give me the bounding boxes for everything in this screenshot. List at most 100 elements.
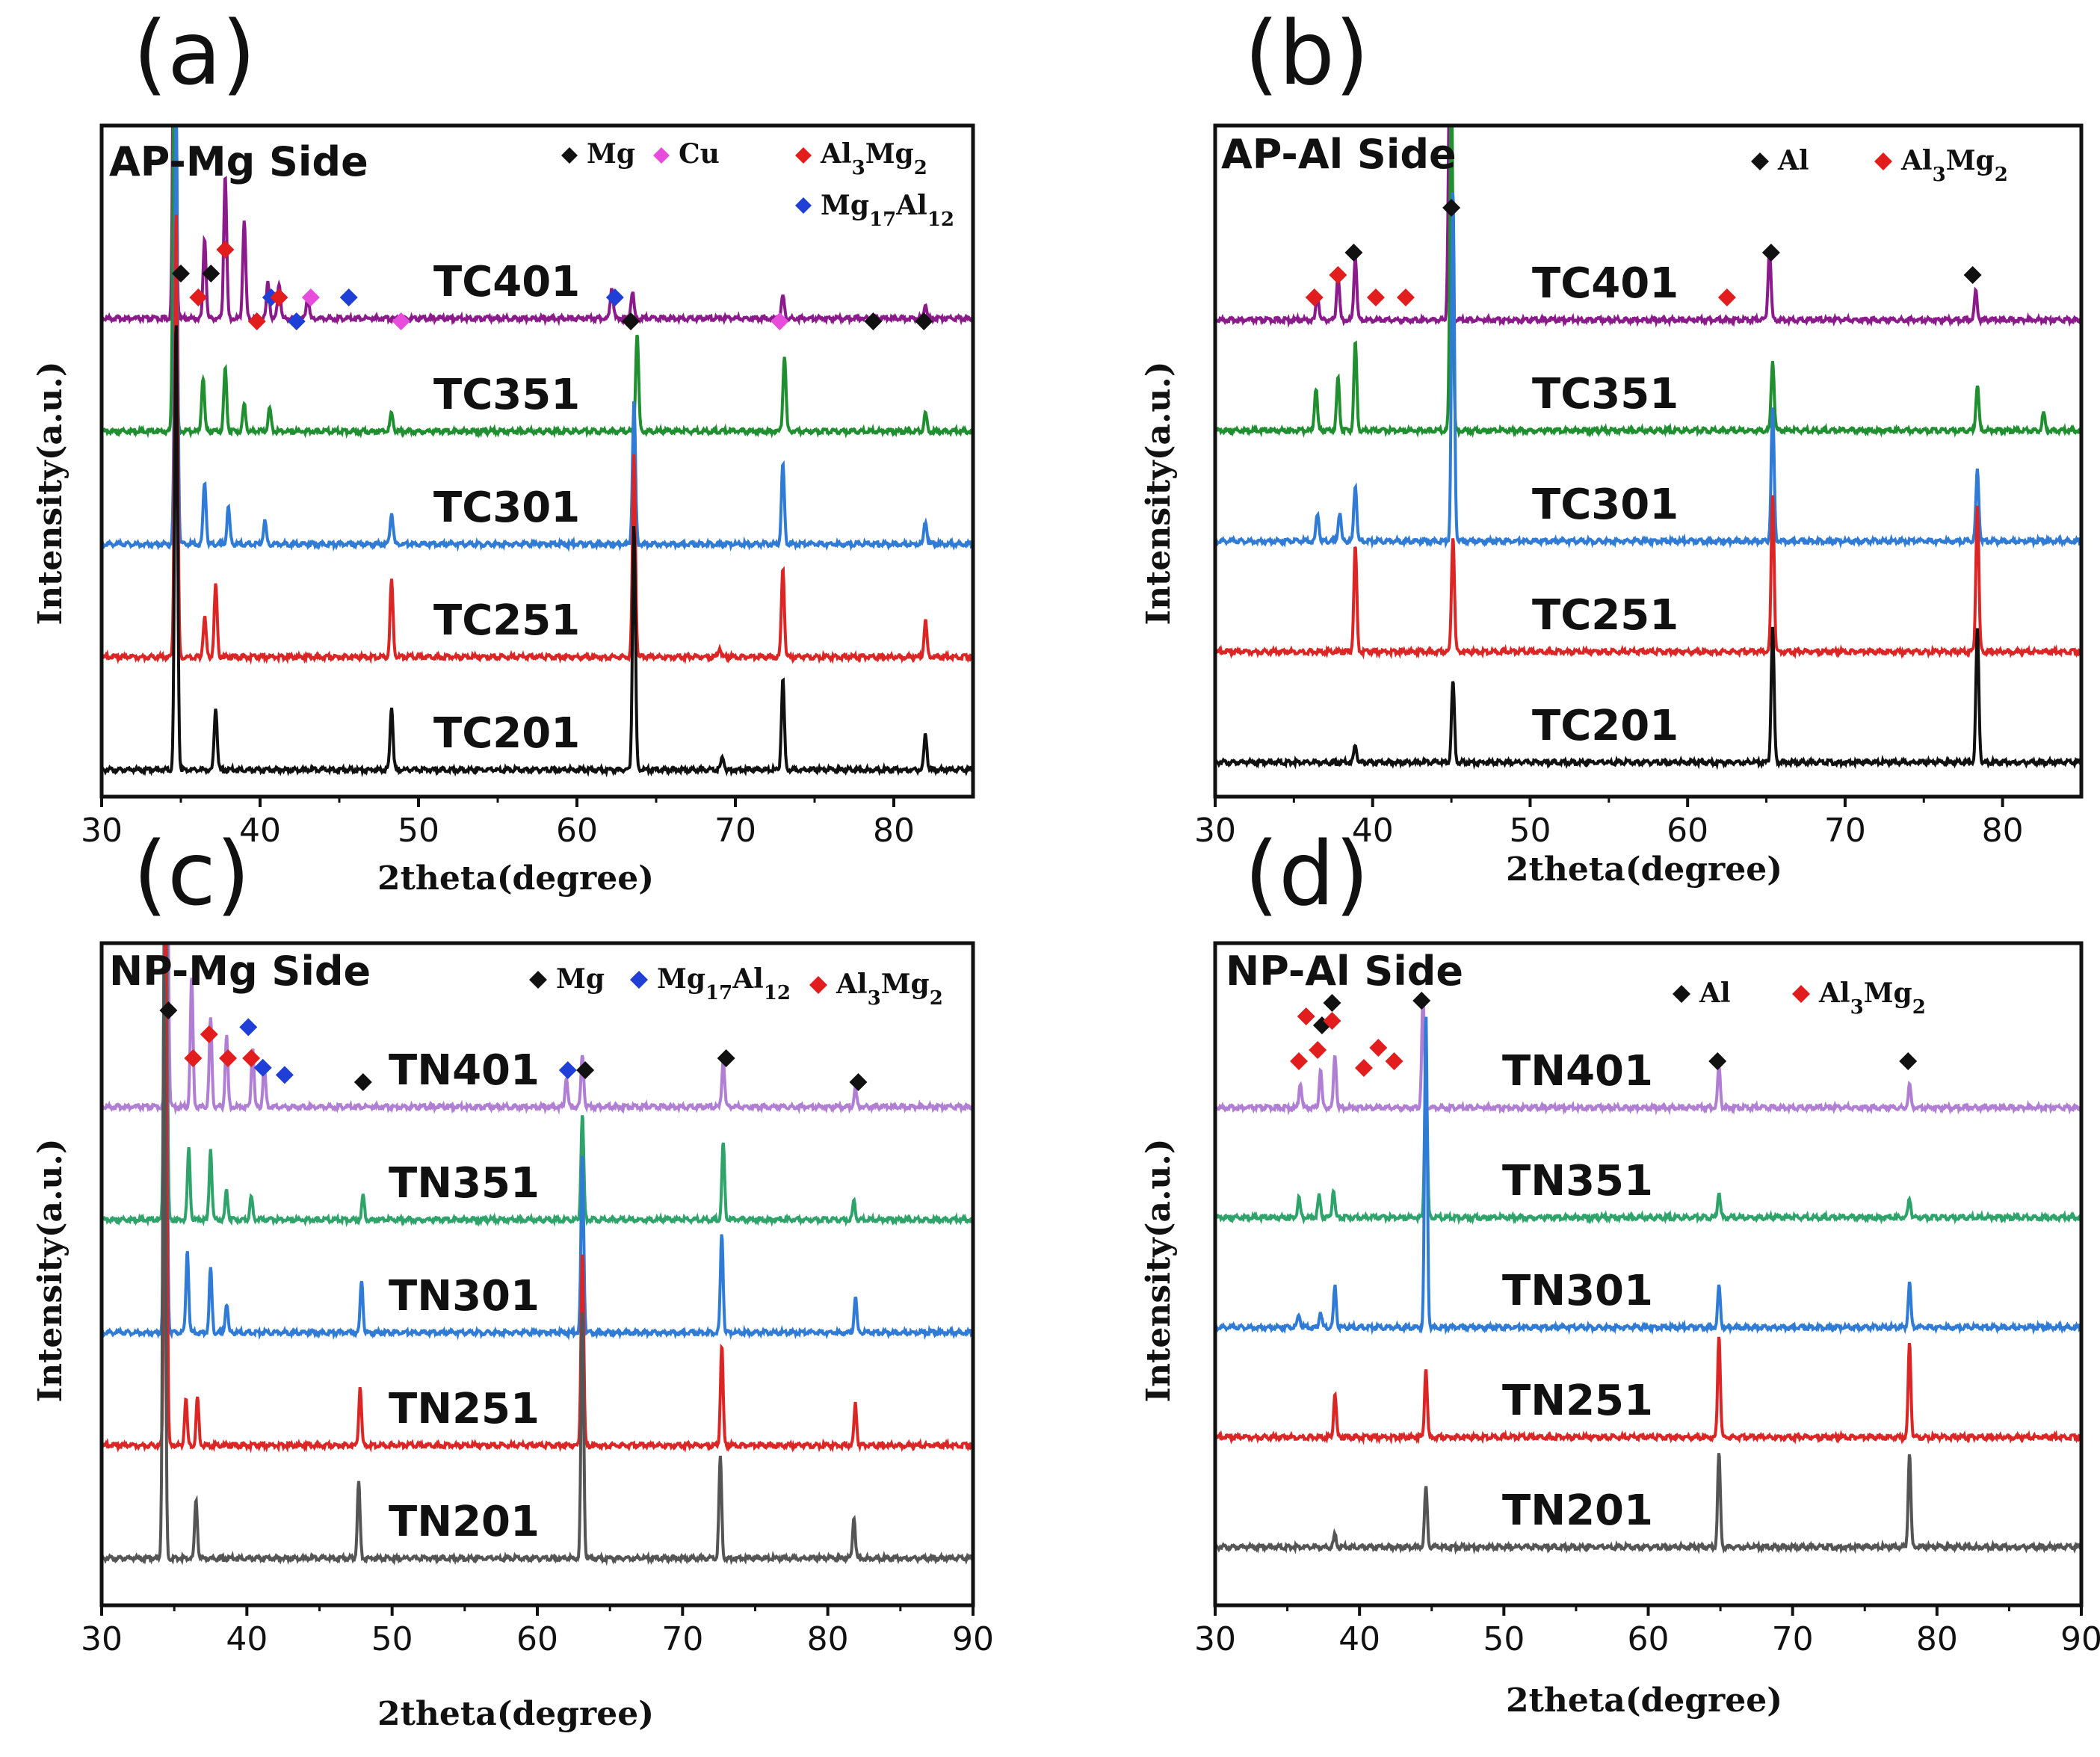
series-line-TC301 [102,126,973,552]
phase-marker-Mg [864,312,883,330]
x-tick-label: 60 [1628,1620,1670,1658]
legend-marker [630,971,648,989]
phase-marker-Mg17Al12 [605,288,624,306]
x-tick-label: 30 [1194,1620,1236,1658]
x-axis-label: 2theta(degree) [377,859,654,898]
phase-marker-Mg [717,1049,735,1067]
y-axis-label: Intensity(a.u.) [31,1138,70,1402]
series-label-TC401: TC401 [1532,259,1679,308]
phase-marker-Mg [622,312,640,330]
phase-marker-Al3Mg2 [1323,1012,1341,1030]
series-line-TC251 [1215,495,2081,660]
series-label-TC351: TC351 [433,371,580,419]
plot-frame [1213,123,2084,799]
series-label-TC201: TC201 [1532,702,1679,750]
x-tick-label: 50 [398,812,439,850]
series-label-TC251: TC251 [433,596,580,645]
phase-marker-Mg [353,1073,372,1091]
x-tick-label: 80 [1982,812,2024,850]
series-label-TN401: TN401 [1502,1047,1653,1096]
phase-marker-Al3Mg2 [1366,288,1385,306]
x-tick-label: 30 [81,812,123,850]
phase-marker-Mg17Al12 [339,288,358,306]
series-label-TN351: TN351 [389,1159,540,1208]
x-tick-label: 80 [873,812,915,850]
series-label-TN201: TN201 [1502,1486,1653,1535]
series-group [1215,126,2081,771]
phase-marker-Mg17Al12 [558,1061,577,1079]
plot-frame [99,123,975,799]
phase-marker-Al3Mg2 [1717,288,1736,306]
series-line-TC301 [1215,191,2081,549]
legend-label: Al3Mg2 [1900,145,2008,186]
legend: Al Al3Mg2 [1673,978,1926,1019]
x-axis-label: 2theta(degree) [1506,850,1782,889]
series-group [1215,995,2081,1555]
series-group [102,943,973,1566]
phase-marker-Al3Mg2 [1329,266,1347,284]
phase-marker-Mg [159,1001,178,1019]
phase-marker-Al [1344,244,1363,262]
phase-marker-Mg [576,1061,595,1079]
x-tick-label: 90 [952,1620,994,1658]
series-label-TN351: TN351 [1502,1157,1653,1205]
legend-label: Al [1777,145,1809,176]
legend-label: Cu [679,138,720,170]
legend-marker [529,971,547,989]
phase-marker-Al3Mg2 [219,1049,238,1067]
legend-marker [1874,152,1892,170]
phase-marker-Cu [301,288,320,306]
x-tick-label: 80 [1916,1620,1958,1658]
legend-marker [795,147,812,164]
phase-marker-Al [1761,244,1780,262]
x-tick-label: 80 [807,1620,849,1658]
panel-label: (c) [133,822,250,925]
panel-c: (c) TN401 TN351 TN301 TN251 TN201 30 40 50 60 70 80… [31,822,994,1733]
x-tick-label: 30 [81,1620,123,1658]
panel-title: AP-Al Side [1221,131,1457,178]
phase-marker-Al [1323,994,1341,1012]
legend-marker [1673,985,1690,1003]
series-line-TN301 [102,943,973,1341]
phase-marker-Al3Mg2 [270,288,288,306]
panel-title: NP-Mg Side [109,948,371,995]
x-tick-label: 70 [661,1620,703,1658]
series-label-TC401: TC401 [433,258,580,306]
phase-marker-Al [1963,266,1982,284]
phase-marker-Al3Mg2 [1290,1052,1309,1070]
legend-label: Mg17Al12 [657,963,791,1004]
series-line-TN401 [102,943,973,1115]
phase-marker-Al3Mg2 [1385,1052,1403,1070]
x-tick-label: 50 [1483,1620,1525,1658]
legend: Al Al3Mg2 [1751,145,2008,186]
x-axis-label: 2theta(degree) [377,1695,654,1733]
phase-marker-Al [1899,1052,1918,1070]
phase-marker-Mg17Al12 [253,1058,272,1077]
panel-a: (a) TC401 TC351 TC301 TC251 TC201 30 40 50 60 70 80… [31,1,975,898]
phase-marker-Al [1412,992,1431,1010]
legend-marker [1751,152,1769,170]
legend-label: Al3Mg2 [820,138,927,179]
series-line-TC201 [1215,626,2081,771]
legend-label: Al [1699,978,1731,1009]
series-label-TC301: TC301 [1532,481,1679,529]
phase-marker-Al3Mg2 [189,288,208,306]
series-line-TC351 [1215,126,2081,439]
phase-marker-Mg17Al12 [287,312,306,330]
phase-marker-Mg17Al12 [239,1018,258,1037]
series-line-TC201 [102,325,973,778]
phase-marker-Al3Mg2 [1354,1059,1373,1077]
series-line-TN251 [102,943,973,1454]
phase-marker-Al3Mg2 [1369,1039,1388,1057]
phase-marker-Al [1442,199,1461,217]
legend-marker [561,147,578,164]
series-line-TN351 [102,943,973,1228]
phase-marker-Al3Mg2 [1305,288,1324,306]
phase-marker-Al3Mg2 [1297,1007,1315,1025]
series-line-TC401 [102,126,973,327]
panel-title: NP-Al Side [1226,948,1463,995]
phase-marker-Al3Mg2 [247,312,266,330]
series-label-TN251: TN251 [1502,1377,1653,1425]
phase-marker-Al3Mg2 [184,1049,203,1067]
